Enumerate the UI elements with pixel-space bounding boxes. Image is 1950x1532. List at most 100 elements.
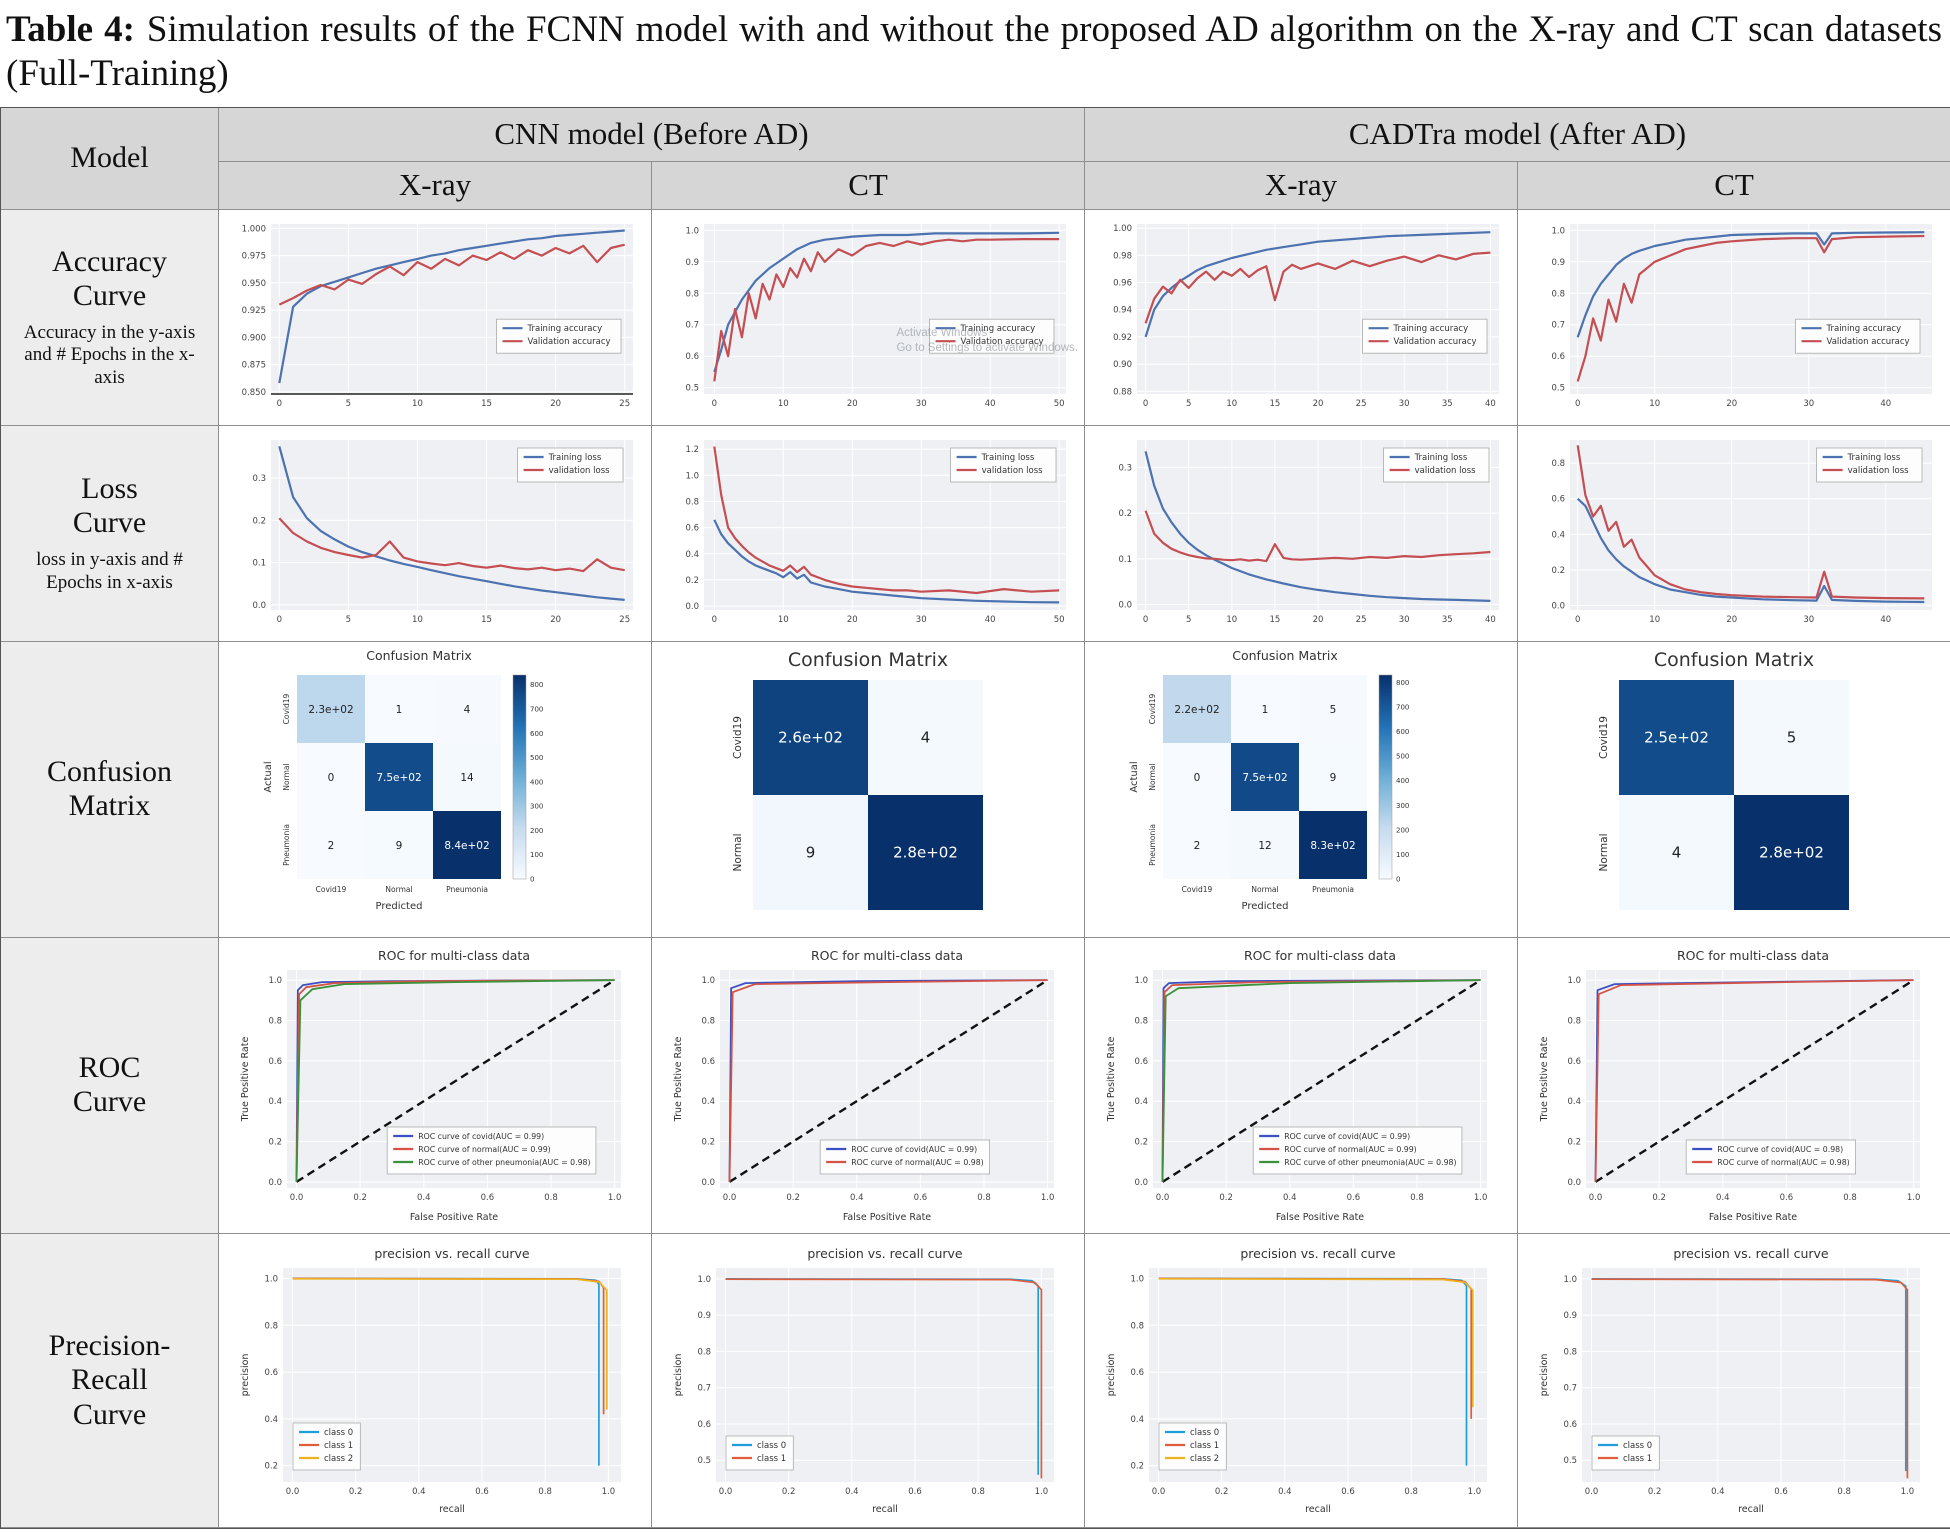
svg-text:1.0: 1.0	[685, 472, 699, 482]
svg-text:class 0: class 0	[324, 1428, 353, 1438]
svg-text:1.0: 1.0	[1041, 1193, 1055, 1203]
svg-text:0.2: 0.2	[349, 1487, 363, 1497]
svg-text:Covid19: Covid19	[1148, 694, 1157, 725]
svg-text:0.8: 0.8	[1410, 1193, 1424, 1203]
chart-accuracy-cadtra-ct: 0 10 20 30 40 0.5 0.6 0.7 0.8 0.9 1.0 Training accu…	[1518, 209, 1950, 426]
svg-text:0.0: 0.0	[719, 1487, 733, 1497]
svg-text:class 0: class 0	[1623, 1441, 1652, 1451]
svg-text:Actual: Actual	[1129, 762, 1140, 793]
svg-text:0.0: 0.0	[1134, 1178, 1148, 1188]
svg-text:25: 25	[1356, 615, 1367, 625]
svg-text:600: 600	[530, 730, 543, 738]
svg-text:1.0: 1.0	[1474, 1193, 1488, 1203]
svg-text:0: 0	[1575, 615, 1580, 625]
svg-text:False Positive Rate: False Positive Rate	[843, 1212, 931, 1223]
svg-text:0.4: 0.4	[845, 1487, 859, 1497]
svg-text:Training accuracy: Training accuracy	[1393, 324, 1469, 334]
header-group-after-ad: CADTra model (After AD)	[1085, 107, 1950, 162]
svg-text:Pneumonia: Pneumonia	[446, 885, 488, 894]
svg-text:ROC for multi-class data: ROC for multi-class data	[1244, 948, 1396, 963]
svg-text:ROC curve of other pneumonia(A: ROC curve of other pneumonia(AUC = 0.98)	[1284, 1158, 1456, 1167]
svg-text:Validation accuracy: Validation accuracy	[961, 337, 1044, 347]
svg-text:0.4: 0.4	[1130, 1415, 1144, 1425]
svg-text:0.3: 0.3	[1118, 464, 1132, 474]
svg-text:0.4: 0.4	[685, 550, 699, 560]
svg-text:recall: recall	[1738, 1504, 1764, 1515]
svg-text:0.0: 0.0	[1118, 601, 1132, 611]
svg-text:0.0: 0.0	[1567, 1178, 1581, 1188]
chart-roc-cadtra-ct: 0.0 0.2 0.4 0.6 0.8 1.0 0.0 0.2 0.4 0.6 0.8 1.0 ROC …	[1518, 937, 1950, 1234]
results-table: Model CNN model (Before AD) CADTra model…	[0, 106, 1950, 1529]
svg-text:0.90: 0.90	[1113, 360, 1132, 370]
chart-pr-cnn-xray: 0.0 0.2 0.4 0.6 0.8 1.0 0.2 0.4 0.6 0.8 1.0 precisi…	[219, 1233, 652, 1528]
svg-text:Training loss: Training loss	[1847, 453, 1901, 463]
svg-text:Validation accuracy: Validation accuracy	[1827, 337, 1910, 347]
svg-text:0.6: 0.6	[1347, 1193, 1361, 1203]
chart-loss-cnn-xray: 0 5 10 15 20 25 0.0 0.1 0.2 0.3 Training loss valid…	[219, 425, 652, 642]
svg-text:30: 30	[1803, 399, 1814, 409]
svg-text:0.2: 0.2	[685, 576, 699, 586]
svg-text:0.6: 0.6	[1551, 353, 1565, 363]
svg-text:ROC curve of normal(AUC = 0.99: ROC curve of normal(AUC = 0.99)	[418, 1145, 551, 1154]
svg-text:0.6: 0.6	[685, 353, 699, 363]
chart-pr-cadtra-ct: 0.0 0.2 0.4 0.6 0.8 1.0 0.5 0.6 0.7 0.8 0.9 1.0 prec…	[1518, 1233, 1950, 1528]
caption-label: Table 4:	[6, 9, 135, 50]
svg-text:Normal: Normal	[282, 764, 291, 791]
chart-cm-cadtra-xray: Confusion Matrix 2.2e+02 1 5 0 7.5e+02 9 2 12 8.3…	[1085, 641, 1518, 938]
svg-text:0.6: 0.6	[1130, 1368, 1144, 1378]
svg-text:0.8: 0.8	[685, 498, 699, 508]
row-label-roc-curve: ROC Curve	[1, 937, 219, 1234]
svg-text:True Positive Rate: True Positive Rate	[1106, 1037, 1117, 1123]
svg-text:300: 300	[1396, 802, 1409, 810]
svg-text:0.4: 0.4	[701, 1097, 715, 1107]
svg-text:0.8: 0.8	[977, 1193, 991, 1203]
svg-text:5: 5	[1330, 704, 1337, 716]
svg-text:Training loss: Training loss	[981, 453, 1035, 463]
svg-text:validation loss: validation loss	[982, 466, 1044, 476]
svg-text:class 1: class 1	[1190, 1441, 1219, 1451]
svg-text:50: 50	[1054, 399, 1065, 409]
svg-text:20: 20	[847, 399, 858, 409]
svg-text:30: 30	[1803, 615, 1814, 625]
svg-text:0.900: 0.900	[242, 334, 266, 344]
svg-text:700: 700	[530, 706, 543, 714]
svg-text:2: 2	[328, 840, 335, 852]
svg-text:ROC curve of normal(AUC = 0.98: ROC curve of normal(AUC = 0.98)	[851, 1158, 984, 1167]
svg-text:0.4: 0.4	[412, 1487, 426, 1497]
svg-text:0: 0	[277, 399, 282, 409]
svg-text:30: 30	[1399, 615, 1410, 625]
svg-text:5: 5	[346, 615, 351, 625]
svg-text:8.3e+02: 8.3e+02	[1310, 840, 1355, 852]
svg-text:2.5e+02: 2.5e+02	[1644, 729, 1709, 747]
svg-text:20: 20	[1726, 399, 1737, 409]
svg-text:0.6: 0.6	[1774, 1487, 1788, 1497]
svg-text:0.98: 0.98	[1113, 252, 1132, 262]
svg-text:0.6: 0.6	[268, 1057, 282, 1067]
svg-text:0.2: 0.2	[1215, 1487, 1229, 1497]
svg-text:2.3e+02: 2.3e+02	[308, 704, 353, 716]
svg-text:0.7: 0.7	[1563, 1384, 1577, 1394]
svg-text:1.0: 1.0	[701, 976, 715, 986]
svg-text:ROC for multi-class data: ROC for multi-class data	[811, 948, 963, 963]
row-label-accuracy-curve: Accuracy Curve Accuracy in the y-axis an…	[1, 209, 219, 426]
svg-text:0.6: 0.6	[697, 1420, 711, 1430]
svg-text:Confusion Matrix: Confusion Matrix	[1654, 649, 1814, 671]
svg-text:0.5: 0.5	[1551, 384, 1565, 394]
svg-text:class 1: class 1	[757, 1454, 786, 1464]
svg-text:0.875: 0.875	[242, 361, 266, 371]
svg-text:15: 15	[1269, 615, 1280, 625]
svg-text:0.8: 0.8	[1563, 1348, 1577, 1358]
svg-text:9: 9	[806, 844, 816, 862]
svg-text:0.1: 0.1	[252, 559, 266, 569]
svg-text:1.0: 1.0	[1901, 1487, 1915, 1497]
row-label-loss-curve: Loss Curve loss in y-axis and # Epochs i…	[1, 425, 219, 642]
svg-text:0.8: 0.8	[264, 1322, 278, 1332]
svg-text:validation loss: validation loss	[1848, 466, 1910, 476]
svg-text:0.850: 0.850	[242, 388, 266, 398]
svg-text:9: 9	[396, 840, 403, 852]
svg-text:Covid19: Covid19	[732, 716, 744, 759]
svg-text:20: 20	[847, 615, 858, 625]
chart-roc-cnn-xray: 0.0 0.2 0.4 0.6 0.8 1.0 0.0 0.2 0.4 0.6 0.8 1.0 ROC …	[219, 937, 652, 1234]
svg-text:20: 20	[550, 615, 561, 625]
svg-text:0.6: 0.6	[1563, 1420, 1577, 1430]
